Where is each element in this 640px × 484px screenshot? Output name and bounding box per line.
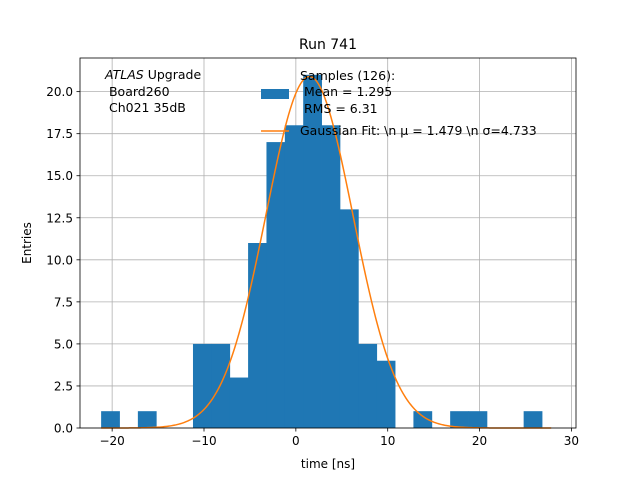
histogram-bar [376,360,396,428]
plot-area: −20 −10 0 10 20 30 0.0 2.5 5.0 7.5 10.0 12.5 15.0 17… [46,57,579,448]
legend-histogram-swatch [261,89,289,99]
histogram-bar [303,74,322,429]
upgrade-label: Upgrade [144,67,202,82]
histogram-bar [284,125,304,428]
y-tick-label: 0.0 [54,422,73,436]
legend-histogram-line-2: Mean = 1.295 [300,84,392,99]
histogram-bar [413,411,433,428]
legend: Samples (126): Mean = 1.295 RMS = 6.31 G… [261,68,537,138]
y-tick-label: 12.5 [46,211,73,225]
x-tick-label: −10 [191,434,216,448]
histogram-bar [248,243,267,428]
x-axis-ticks: −20 −10 0 10 20 30 [99,428,579,448]
x-tick-label: 30 [564,434,579,448]
histogram-bar [192,343,212,428]
y-tick-label: 5.0 [54,337,73,351]
histogram-bar [468,411,488,428]
histogram-bar [450,411,469,428]
histogram-bar [339,209,359,428]
channel-label: Ch021 35dB [105,100,186,115]
x-tick-label: 10 [380,434,395,448]
atlas-label: ATLAS [104,67,144,82]
x-tick-label: 0 [292,434,300,448]
board-label: Board260 [105,84,170,99]
histogram-bar [211,343,231,428]
chart-title: Run 741 [299,37,357,53]
histogram-bar [137,411,157,428]
y-axis-ticks: 0.0 2.5 5.0 7.5 10.0 12.5 15.0 17.5 20.0 [46,85,80,436]
histogram-bar [523,411,543,428]
x-tick-label: 20 [472,434,487,448]
y-tick-label: 7.5 [54,295,73,309]
y-tick-label: 17.5 [46,127,73,141]
y-tick-label: 20.0 [46,85,73,99]
y-axis-label: Entries [20,222,34,264]
y-tick-label: 10.0 [46,253,73,267]
atlas-annotation: ATLAS Upgrade Board260 Ch021 35dB [104,67,201,115]
legend-fit-label: Gaussian Fit: \n μ = 1.479 \n σ=4.733 [300,123,537,138]
histogram-bar [101,411,120,428]
y-tick-label: 2.5 [54,379,73,393]
y-tick-label: 15.0 [46,169,73,183]
histogram-bars [101,74,543,429]
histogram-bar [229,377,249,428]
axes-frame [79,57,577,429]
histogram-bar [358,343,378,428]
svg-text:ATLAS Upgrade: ATLAS Upgrade [104,67,201,82]
legend-histogram-line-1: Samples (126): [300,68,395,83]
histogram-bar [321,125,341,428]
legend-histogram-line-3: RMS = 6.31 [300,101,378,116]
x-tick-label: −20 [99,434,124,448]
histogram-bar [266,142,286,428]
x-axis-label: time [ns] [301,457,355,471]
